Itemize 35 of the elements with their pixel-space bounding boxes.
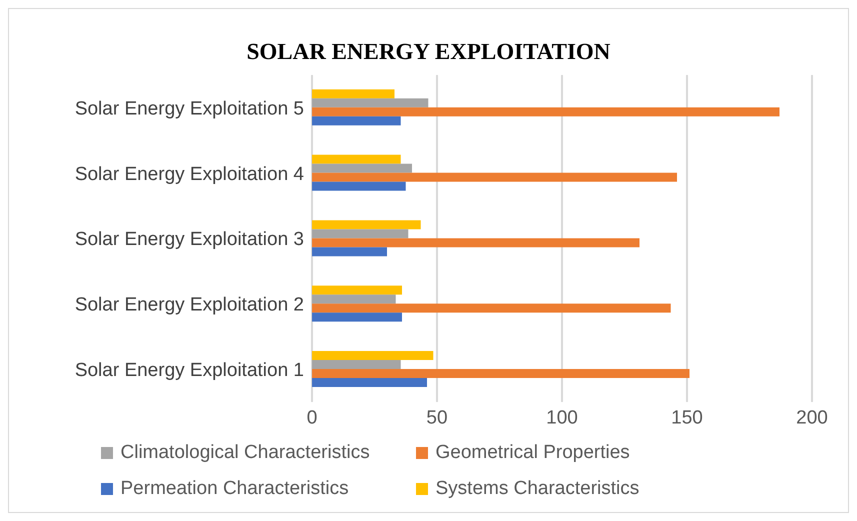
x-tick-label: 0: [306, 407, 318, 428]
y-tick-label: Solar Energy Exploitation 4: [74, 164, 304, 185]
bar: [312, 89, 394, 98]
bar: [312, 247, 387, 256]
bar: [312, 368, 690, 378]
bar: [312, 294, 396, 304]
bar: [312, 164, 412, 173]
y-tick-label: Solar Energy Exploitation 2: [74, 294, 304, 316]
legend-label: Systems Characteristics: [436, 478, 640, 500]
bar: [312, 229, 408, 238]
legend-label: Climatological Characteristics: [120, 442, 370, 464]
y-tick-label: Solar Energy Exploitation 3: [74, 229, 304, 250]
bar: [312, 172, 677, 182]
y-tick-label: Solar Energy Exploitation 1: [74, 360, 304, 382]
bar: [312, 350, 434, 360]
x-tick-label: 200: [796, 407, 828, 428]
bar: [312, 98, 428, 108]
bar: [312, 286, 402, 295]
legend-label: Geometrical Properties: [436, 442, 630, 464]
bar: [312, 182, 406, 191]
chart-title: SOLAR ENERGY EXPLOITATION: [246, 39, 612, 65]
bar: [312, 220, 421, 230]
bar: [312, 304, 671, 313]
bar: [312, 312, 402, 322]
y-tick-label: Solar Energy Exploitation 5: [74, 98, 304, 120]
bar: [312, 154, 401, 164]
x-tick-label: 50: [426, 407, 448, 428]
bar: [312, 378, 427, 387]
bar: [312, 238, 640, 248]
x-tick-label: 150: [671, 407, 703, 428]
bar: [312, 360, 401, 369]
x-tick-label: 100: [546, 407, 578, 428]
bar: [312, 116, 401, 126]
legend-label: Permeation Characteristics: [120, 478, 349, 500]
bar: [312, 107, 780, 116]
